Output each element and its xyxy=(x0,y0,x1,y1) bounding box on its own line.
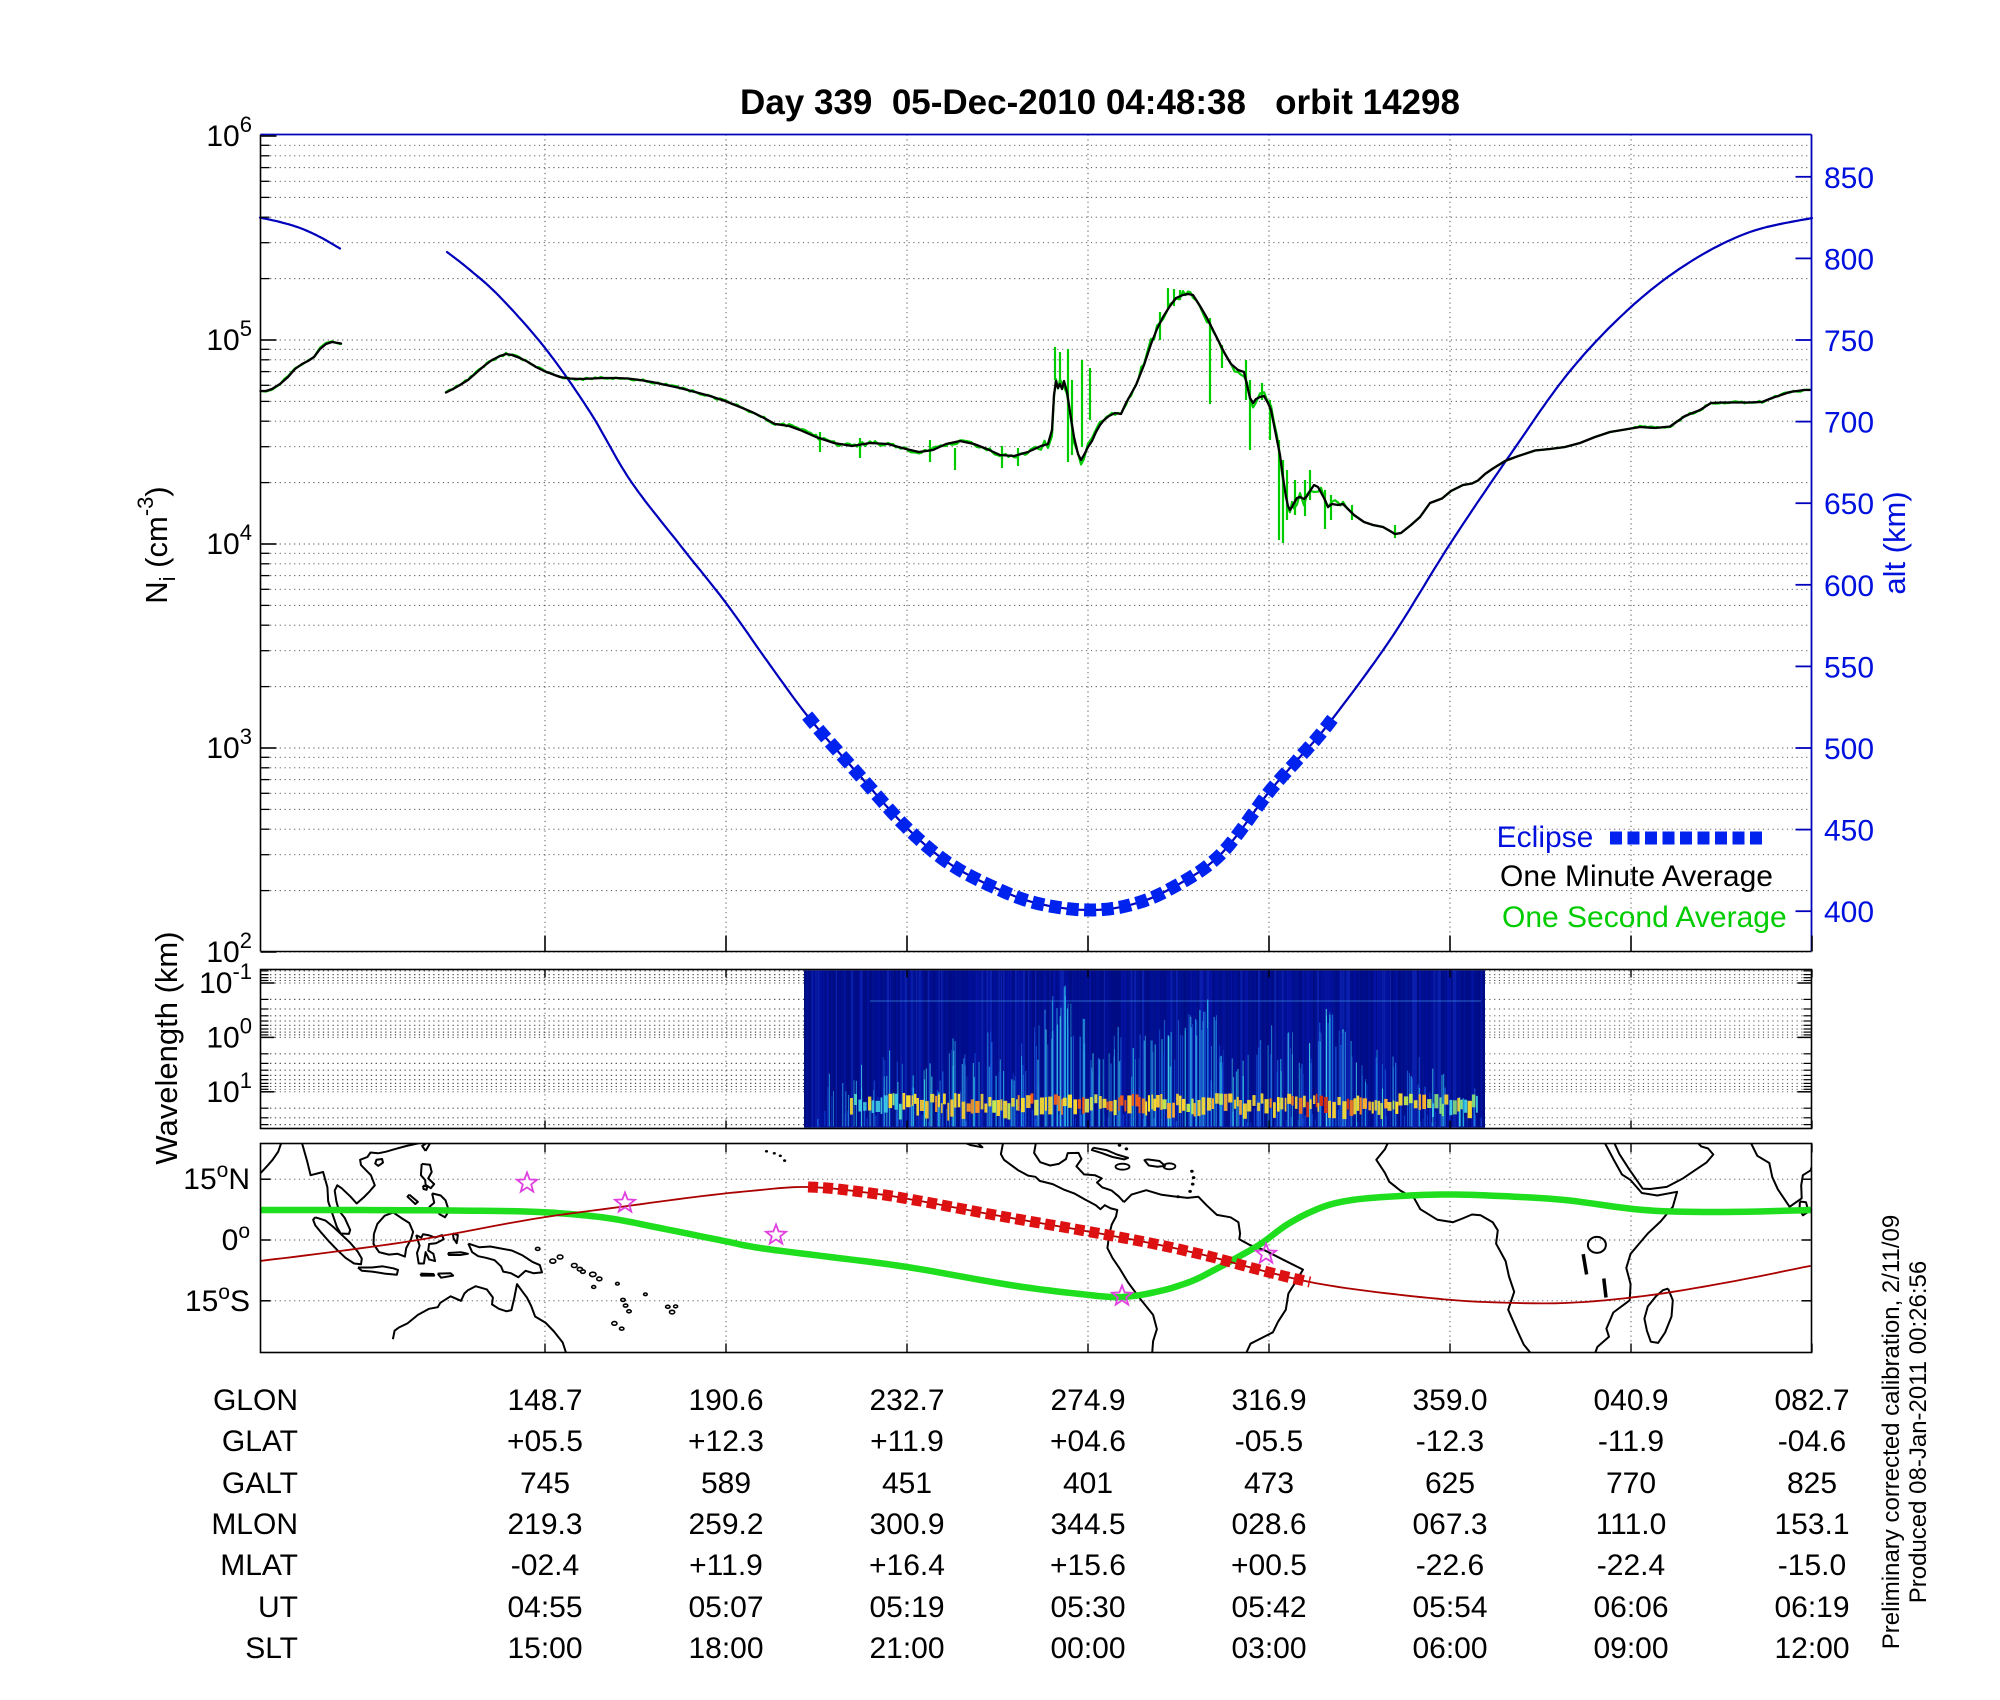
svg-text:15oS: 15oS xyxy=(185,1281,250,1318)
svg-text:300.9: 300.9 xyxy=(869,1508,944,1541)
svg-text:550: 550 xyxy=(1824,651,1874,684)
svg-text:040.9: 040.9 xyxy=(1593,1384,1668,1417)
svg-text:GLAT: GLAT xyxy=(222,1425,298,1458)
svg-text:+15.6: +15.6 xyxy=(1050,1549,1126,1582)
svg-text:Wavelength (km): Wavelength (km) xyxy=(149,931,184,1164)
svg-text:082.7: 082.7 xyxy=(1774,1384,1849,1417)
svg-text:-22.6: -22.6 xyxy=(1416,1549,1484,1582)
svg-text:750: 750 xyxy=(1824,325,1874,358)
svg-text:03:00: 03:00 xyxy=(1231,1632,1306,1665)
svg-text:450: 450 xyxy=(1824,815,1874,848)
svg-text:05:54: 05:54 xyxy=(1412,1591,1487,1624)
svg-text:Day 339 05-Dec-2010 04:48:38: Day 339 05-Dec-2010 04:48:38 orbit 14298 xyxy=(740,83,1460,122)
svg-text:GALT: GALT xyxy=(222,1467,298,1500)
svg-text:274.9: 274.9 xyxy=(1050,1384,1125,1417)
svg-text:600: 600 xyxy=(1824,570,1874,603)
svg-text:190.6: 190.6 xyxy=(688,1384,763,1417)
svg-text:400: 400 xyxy=(1824,896,1874,929)
svg-text:825: 825 xyxy=(1787,1467,1837,1500)
svg-text:Preliminary corrected calibrat: Preliminary corrected calibration, 2/11/… xyxy=(1878,1215,1905,1649)
svg-text:800: 800 xyxy=(1824,243,1874,276)
svg-text:359.0: 359.0 xyxy=(1412,1384,1487,1417)
svg-text:One Minute Average: One Minute Average xyxy=(1500,860,1773,893)
svg-text:219.3: 219.3 xyxy=(507,1508,582,1541)
svg-text:148.7: 148.7 xyxy=(507,1384,582,1417)
svg-text:-05.5: -05.5 xyxy=(1235,1425,1303,1458)
svg-text:12:00: 12:00 xyxy=(1774,1632,1849,1665)
svg-text:-11.9: -11.9 xyxy=(1598,1425,1664,1458)
svg-text:Produced 08-Jan-2011 00:26:56: Produced 08-Jan-2011 00:26:56 xyxy=(1905,1261,1932,1603)
svg-text:+11.9: +11.9 xyxy=(689,1549,763,1582)
svg-text:344.5: 344.5 xyxy=(1050,1508,1125,1541)
svg-text:451: 451 xyxy=(882,1467,932,1500)
svg-text:06:19: 06:19 xyxy=(1774,1591,1849,1624)
svg-text:-04.6: -04.6 xyxy=(1778,1425,1846,1458)
svg-text:-02.4: -02.4 xyxy=(511,1549,579,1582)
svg-text:15:00: 15:00 xyxy=(507,1632,582,1665)
svg-text:04:55: 04:55 xyxy=(507,1591,582,1624)
svg-text:232.7: 232.7 xyxy=(869,1384,944,1417)
svg-text:05:19: 05:19 xyxy=(869,1591,944,1624)
svg-text:-12.3: -12.3 xyxy=(1416,1425,1484,1458)
svg-text:05:42: 05:42 xyxy=(1231,1591,1306,1624)
svg-text:-15.0: -15.0 xyxy=(1778,1549,1846,1582)
svg-text:111.0: 111.0 xyxy=(1596,1508,1667,1541)
svg-text:06:06: 06:06 xyxy=(1593,1591,1668,1624)
svg-text:401: 401 xyxy=(1063,1467,1113,1500)
svg-text:500: 500 xyxy=(1824,733,1874,766)
svg-text:745: 745 xyxy=(520,1467,570,1500)
svg-text:+04.6: +04.6 xyxy=(1050,1425,1126,1458)
svg-text:00:00: 00:00 xyxy=(1050,1632,1125,1665)
svg-text:+12.3: +12.3 xyxy=(688,1425,764,1458)
svg-text:18:00: 18:00 xyxy=(688,1632,763,1665)
svg-text:625: 625 xyxy=(1425,1467,1475,1500)
svg-text:+16.4: +16.4 xyxy=(869,1549,945,1582)
svg-text:UT: UT xyxy=(258,1591,298,1624)
svg-text:589: 589 xyxy=(701,1467,751,1500)
svg-text:One Second Average: One Second Average xyxy=(1502,901,1787,934)
svg-text:770: 770 xyxy=(1606,1467,1656,1500)
svg-text:MLON: MLON xyxy=(211,1508,298,1541)
svg-text:067.3: 067.3 xyxy=(1412,1508,1487,1541)
svg-text:650: 650 xyxy=(1824,488,1874,521)
svg-text:259.2: 259.2 xyxy=(688,1508,763,1541)
svg-text:alt (km): alt (km) xyxy=(1877,491,1912,594)
svg-text:MLAT: MLAT xyxy=(220,1549,298,1582)
svg-text:05:30: 05:30 xyxy=(1050,1591,1125,1624)
svg-text:028.6: 028.6 xyxy=(1231,1508,1306,1541)
svg-text:+00.5: +00.5 xyxy=(1231,1549,1307,1582)
svg-text:GLON: GLON xyxy=(213,1384,298,1417)
svg-text:+05.5: +05.5 xyxy=(507,1425,583,1458)
svg-text:15oN: 15oN xyxy=(183,1159,250,1196)
svg-text:473: 473 xyxy=(1244,1467,1294,1500)
svg-text:700: 700 xyxy=(1824,407,1874,440)
svg-text:850: 850 xyxy=(1824,162,1874,195)
svg-text:316.9: 316.9 xyxy=(1231,1384,1306,1417)
svg-text:09:00: 09:00 xyxy=(1593,1632,1668,1665)
svg-text:21:00: 21:00 xyxy=(869,1632,944,1665)
svg-text:06:00: 06:00 xyxy=(1412,1632,1487,1665)
svg-text:+11.9: +11.9 xyxy=(870,1425,944,1458)
svg-text:SLT: SLT xyxy=(245,1632,298,1665)
svg-text:Eclipse: Eclipse xyxy=(1497,821,1594,854)
svg-text:-22.4: -22.4 xyxy=(1597,1549,1665,1582)
svg-text:05:07: 05:07 xyxy=(688,1591,763,1624)
svg-text:153.1: 153.1 xyxy=(1774,1508,1849,1541)
